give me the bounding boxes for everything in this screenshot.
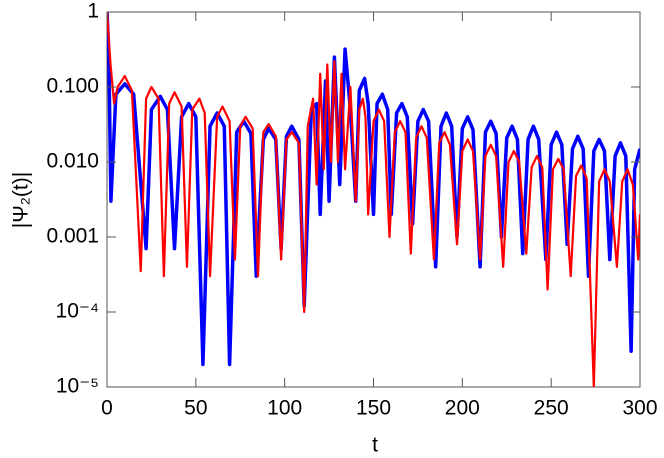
x-tick-label: 0 (101, 397, 113, 420)
plot-area (107, 12, 640, 387)
x-tick-label: 200 (445, 397, 480, 420)
y-tick-label: 0.010 (46, 150, 99, 173)
y-tick-label: 10⁻⁴ (56, 300, 99, 323)
x-tick-label: 300 (622, 397, 657, 420)
y-tick-label: 10⁻⁵ (56, 375, 99, 398)
x-tick-label: 100 (267, 397, 302, 420)
y-tick-label: 0.001 (46, 225, 99, 248)
y-tick-label: 1 (87, 0, 99, 23)
x-tick-label: 50 (184, 397, 207, 420)
series-line (107, 12, 640, 367)
x-tick-label: 250 (534, 397, 569, 420)
x-axis-label: t (372, 434, 378, 457)
x-tick-label: 150 (356, 397, 391, 420)
y-axis-label: |Ψ₂(t)| (10, 172, 33, 228)
y-tick-label: 0.100 (46, 75, 99, 98)
series-line (107, 12, 640, 387)
